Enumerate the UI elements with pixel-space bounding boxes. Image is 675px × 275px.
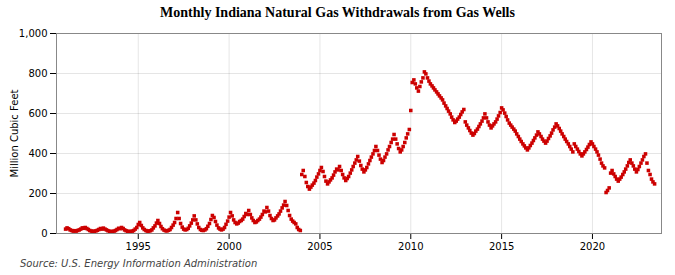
svg-text:Million Cubic Feet: Million Cubic Feet bbox=[9, 89, 20, 177]
svg-text:1,000: 1,000 bbox=[19, 28, 48, 39]
svg-text:200: 200 bbox=[28, 188, 47, 199]
svg-text:1995: 1995 bbox=[126, 241, 151, 252]
svg-text:2005: 2005 bbox=[307, 241, 332, 252]
svg-text:600: 600 bbox=[28, 108, 47, 119]
svg-text:2015: 2015 bbox=[489, 241, 514, 252]
html-text:Source: U.S. Energy Informatio: Source: U.S. Energy Information Administ… bbox=[20, 258, 258, 269]
svg-text:2000: 2000 bbox=[216, 241, 241, 252]
svg-text:2020: 2020 bbox=[580, 241, 605, 252]
html-text:Monthly Indiana Natural Gas Wi: Monthly Indiana Natural Gas Withdrawals … bbox=[160, 5, 515, 20]
svg-text:0: 0 bbox=[41, 228, 47, 239]
svg-text:2010: 2010 bbox=[398, 241, 423, 252]
svg-text:400: 400 bbox=[28, 148, 47, 159]
svg-text:800: 800 bbox=[28, 68, 47, 79]
